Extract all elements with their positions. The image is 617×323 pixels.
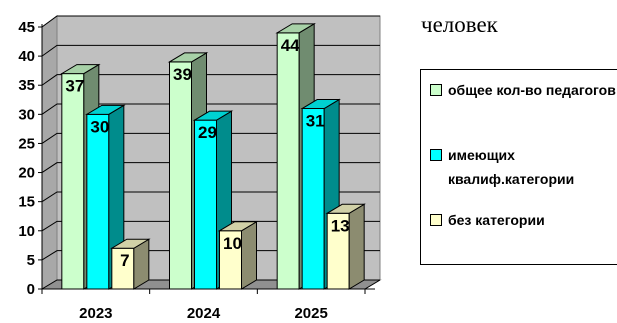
- y-tick-labels: 0 5 10 15 20 25 30 35 40 45: [18, 19, 35, 298]
- data-label-2024-s0: 39: [173, 65, 192, 84]
- bar-top-2025-s2: [325, 203, 366, 214]
- bar-top-2024-s2: [217, 221, 259, 232]
- x-tick-2024: 2024: [187, 305, 221, 322]
- legend-swatch-no-category: [430, 214, 442, 226]
- data-label-2025-s1: 31: [306, 112, 325, 131]
- data-label-2024-s1: 29: [198, 123, 217, 142]
- y-tick-5: 5: [27, 252, 35, 269]
- gridline-35: [41, 74, 380, 86]
- gridline-40: [41, 44, 380, 57]
- bar-top-2025-s0: [275, 23, 316, 34]
- bar-top-2024-s0: [167, 52, 209, 63]
- bar-front-2025-s1: [301, 108, 325, 290]
- y-tick-0: 0: [27, 281, 35, 298]
- y-tick-35: 35: [18, 77, 35, 94]
- data-label-2023-s1: 30: [90, 117, 109, 136]
- gridline-25: [41, 132, 380, 144]
- bar-front-2023-s0: [61, 73, 85, 290]
- gridline-45: [41, 15, 380, 28]
- gridline-5: [41, 250, 380, 261]
- y-tick-45: 45: [18, 19, 35, 36]
- bar-front-2023-s1: [86, 113, 110, 290]
- x-tick-labels: 2023 2024 2025: [79, 305, 328, 322]
- y-tick-20: 20: [18, 165, 35, 182]
- data-label-2025-s0: 44: [281, 36, 300, 55]
- y-tick-40: 40: [18, 48, 35, 65]
- data-labels: 37 30 7 39 29 10 44 31 13: [65, 36, 349, 270]
- y-tick-15: 15: [18, 194, 35, 211]
- data-label-2023-s2: 7: [120, 251, 129, 270]
- gridline-30: [41, 103, 380, 115]
- legend-label-total: общее кол-во педагогов: [448, 82, 616, 98]
- gridline-20: [41, 162, 380, 173]
- legend: общее кол-во педагогов имеющих квалиф.ка…: [420, 69, 617, 265]
- bar-front-2024-s0: [169, 61, 192, 290]
- bar-top-2023-s1: [85, 104, 126, 115]
- gridline-15: [41, 191, 380, 203]
- gridline-10: [41, 220, 380, 232]
- x-tick-2025: 2025: [294, 305, 327, 322]
- legend-label-no-category: без категории: [448, 212, 545, 228]
- data-label-2023-s0: 37: [65, 77, 84, 96]
- gridlines: [41, 15, 380, 290]
- legend-swatch-qualified: [430, 149, 442, 161]
- bar-top-2025-s1: [300, 99, 341, 110]
- bar-front-2025-s0: [276, 32, 300, 290]
- bar-2023-s2: [110, 238, 151, 290]
- bar-top-2023-s2: [110, 238, 151, 249]
- bar-side-2024-s2: [241, 220, 257, 290]
- bar-top-2024-s1: [192, 110, 234, 121]
- y-tick-25: 25: [18, 135, 35, 152]
- side-wall: [41, 15, 58, 290]
- bar-side-2025-s2: [348, 203, 365, 290]
- x-tick-2023: 2023: [79, 305, 112, 322]
- bar-2025-s2: [325, 203, 366, 290]
- data-label-2024-s2: 10: [223, 234, 242, 253]
- legend-swatch-total: [430, 84, 442, 96]
- bars: [60, 22, 366, 290]
- bar-front-2024-s1: [194, 119, 217, 290]
- floor-edge: [364, 279, 381, 290]
- gridline-0: [41, 279, 380, 290]
- bar-2024-s2: [217, 220, 259, 290]
- y-tick-10: 10: [18, 223, 35, 240]
- legend-label-qualified: имеющих квалиф.категории: [448, 147, 575, 187]
- unit-label: человек: [421, 12, 498, 37]
- bar-top-2023-s0: [60, 64, 101, 75]
- y-tick-30: 30: [18, 106, 35, 123]
- data-label-2025-s2: 13: [331, 216, 350, 235]
